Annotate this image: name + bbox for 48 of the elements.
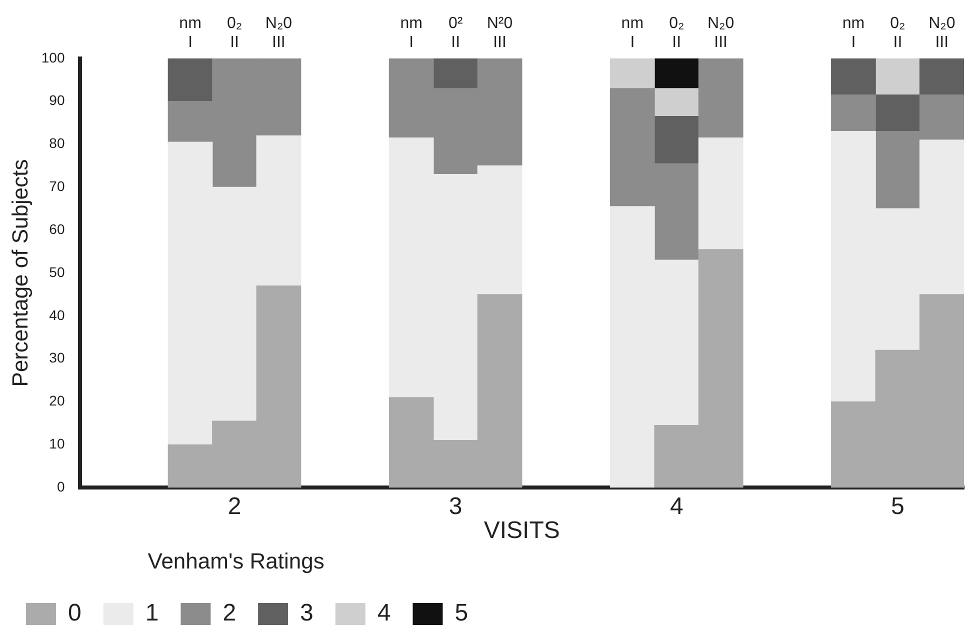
- bar: [831, 58, 876, 96]
- text: 3: [448, 493, 462, 520]
- text: 5: [891, 493, 904, 520]
- bar: [875, 94, 920, 132]
- x-tick-label: nm I: [621, 15, 644, 52]
- x-axis-title: VISITS: [484, 517, 560, 544]
- bar: [698, 137, 744, 250]
- bar: [654, 88, 700, 117]
- bar: [654, 116, 700, 164]
- bar: [875, 58, 920, 96]
- x-tick-label: N₂0 III: [708, 15, 734, 52]
- legend-label: 1: [145, 600, 159, 627]
- y-tick-label: 0: [56, 478, 65, 494]
- legend-label: 4: [377, 600, 391, 627]
- bar: [610, 58, 655, 89]
- y-tick-label: 20: [49, 392, 65, 409]
- bar: [433, 58, 478, 89]
- legend-label: 5: [454, 600, 468, 627]
- bar: [698, 58, 744, 138]
- x-tick-label: N₂0 III: [928, 15, 956, 52]
- y-tick-label: 50: [49, 264, 65, 280]
- legend-label: 3: [300, 600, 314, 627]
- x-tick-label: N²0 III: [486, 15, 513, 52]
- bar: [831, 94, 876, 132]
- y-tick-label: 90: [49, 92, 65, 108]
- legend-label: 2: [222, 600, 236, 627]
- y-tick-label: 30: [49, 350, 65, 366]
- x-tick-label: 0² II: [448, 15, 464, 52]
- bar: [654, 58, 700, 89]
- x-tick-label: N₂0 III: [265, 15, 292, 52]
- text: 4: [670, 493, 684, 520]
- y-axis-title: Percentage of Subjects: [7, 159, 32, 387]
- x-tick-label: 0₂ II: [669, 15, 684, 52]
- x-tick-label: nm I: [179, 15, 202, 52]
- y-tick-label: 70: [49, 178, 65, 194]
- x-tick-label: nm I: [842, 15, 865, 52]
- text: 2: [228, 493, 242, 520]
- x-tick-label: 0₂ II: [890, 15, 906, 52]
- y-tick-label: 10: [49, 436, 65, 452]
- bar: [168, 58, 213, 102]
- legend-title: Venham's Ratings: [148, 548, 324, 574]
- y-tick-label: 100: [41, 49, 65, 66]
- bar: [919, 58, 964, 96]
- x-tick-label: 0₂ II: [226, 15, 242, 52]
- y-tick-label: 40: [49, 306, 65, 323]
- y-tick-label: 60: [49, 220, 65, 237]
- y-tick-label: 80: [49, 135, 65, 152]
- x-tick-label: nm I: [400, 15, 422, 52]
